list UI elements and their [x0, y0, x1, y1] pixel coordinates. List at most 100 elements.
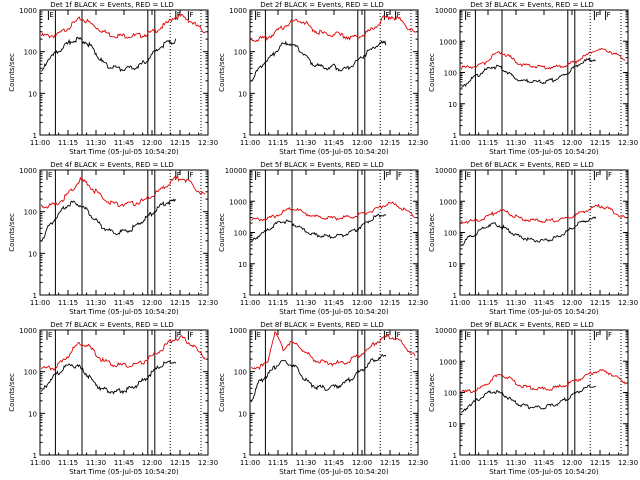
chart-panel-5: Det 5f BLACK = Events, RED = LLD 1 10 100 10… — [218, 161, 428, 316]
x-tick-label: 11:15 — [478, 299, 498, 307]
panel-title: Det 2f BLACK = Events, RED = LLD — [260, 1, 383, 9]
x-tick-label: 12:00 — [142, 459, 162, 467]
series-lld-line — [460, 203, 626, 224]
y-axis-label: Counts/sec — [8, 213, 16, 252]
y-tick-label: 1 — [33, 452, 37, 460]
flag-label: F — [189, 11, 193, 19]
y-tick-label: 1 — [243, 132, 247, 140]
flag-label: E — [257, 11, 261, 19]
y-tick-label: 100 — [444, 230, 457, 238]
x-tick-label: 12:30 — [198, 459, 218, 467]
x-tick-label: 12:00 — [562, 459, 582, 467]
series-lld-line — [40, 13, 206, 39]
plot-frame — [39, 329, 209, 456]
flag-label: F — [397, 11, 401, 19]
x-tick-label: 12:30 — [198, 299, 218, 307]
x-tick-label: 11:45 — [114, 139, 134, 147]
x-tick-label: 12:30 — [618, 139, 638, 147]
x-axis-label: Start Time (05-Jul-05 10:54:20) — [69, 468, 179, 476]
chart-panel-7: Det 7f BLACK = Events, RED = LLD 1 10 100 10… — [8, 321, 218, 476]
y-tick-label: 1000 — [19, 7, 37, 15]
x-tick-label: 11:45 — [324, 459, 344, 467]
series-events-line — [461, 384, 596, 413]
x-axis-label: Start Time (05-Jul-05 10:54:20) — [279, 308, 389, 316]
plot-frame — [249, 169, 419, 296]
flag-label: E — [467, 171, 471, 179]
x-tick-label: 11:15 — [58, 139, 78, 147]
x-tick-label: 12:15 — [170, 459, 190, 467]
x-tick-label: 11:00 — [450, 459, 470, 467]
x-tick-label: 11:30 — [296, 299, 316, 307]
panel-title: Det 8f BLACK = Events, RED = LLD — [260, 321, 383, 329]
flag-label: F — [177, 331, 181, 339]
flag-label: F — [608, 171, 612, 179]
flag-label: F — [189, 331, 193, 339]
x-tick-label: 12:00 — [142, 299, 162, 307]
x-axis-label: Start Time (05-Jul-05 10:54:20) — [489, 308, 599, 316]
series-lld-line — [41, 334, 206, 371]
x-tick-label: 12:00 — [352, 299, 372, 307]
series-lld-line — [40, 175, 206, 209]
x-tick-label: 11:30 — [86, 459, 106, 467]
plot-frame — [459, 329, 629, 456]
x-tick-label: 11:30 — [296, 459, 316, 467]
y-axis-label: Counts/sec — [428, 213, 436, 252]
y-tick-label: 1 — [453, 452, 457, 460]
x-tick-label: 12:30 — [618, 299, 638, 307]
series-events-line — [251, 213, 387, 242]
x-tick-label: 12:00 — [352, 139, 372, 147]
series-lld-line — [250, 13, 416, 42]
y-tick-label: 1 — [453, 132, 457, 140]
y-tick-label: 100 — [234, 369, 247, 377]
x-tick-label: 11:00 — [450, 139, 470, 147]
flag-label: F — [608, 331, 612, 339]
y-axis-label: Counts/sec — [218, 373, 226, 412]
panel-title: Det 7f BLACK = Events, RED = LLD — [50, 321, 173, 329]
series-events-line — [41, 198, 177, 242]
y-tick-label: 1000 — [19, 327, 37, 335]
flag-label: F — [397, 331, 401, 339]
x-tick-label: 11:00 — [450, 299, 470, 307]
y-tick-label: 1000 — [229, 7, 247, 15]
x-tick-label: 12:00 — [562, 299, 582, 307]
x-tick-label: 11:00 — [240, 299, 260, 307]
x-tick-label: 12:30 — [408, 459, 428, 467]
x-tick-label: 11:00 — [30, 139, 50, 147]
x-axis-label: Start Time (05-Jul-05 10:54:20) — [489, 468, 599, 476]
x-tick-label: 11:15 — [58, 299, 78, 307]
chart-panel-8: Det 8f BLACK = Events, RED = LLD 1 10 100 10… — [218, 321, 428, 476]
chart-panel-9: Det 9f BLACK = Events, RED = LLD 1 10 100 10… — [428, 321, 638, 476]
panel-title: Det 1f BLACK = Events, RED = LLD — [50, 1, 173, 9]
series-lld-line — [251, 331, 416, 370]
y-axis-label: Counts/sec — [218, 213, 226, 252]
x-tick-label: 12:30 — [618, 459, 638, 467]
x-tick-label: 11:45 — [534, 139, 554, 147]
y-axis-label: Counts/sec — [218, 53, 226, 92]
x-tick-label: 11:15 — [478, 459, 498, 467]
y-tick-label: 1000 — [229, 327, 247, 335]
y-tick-label: 1000 — [229, 198, 247, 206]
y-tick-label: 10000 — [435, 7, 457, 15]
y-tick-label: 10 — [448, 261, 457, 269]
x-tick-label: 11:45 — [324, 299, 344, 307]
flag-label: F — [607, 11, 611, 19]
panel-title: Det 5f BLACK = Events, RED = LLD — [260, 161, 383, 169]
x-tick-label: 12:15 — [590, 139, 610, 147]
plot-frame — [249, 9, 419, 136]
series-lld-line — [460, 47, 626, 70]
flag-label: E — [48, 171, 52, 179]
x-tick-label: 12:30 — [408, 139, 428, 147]
x-tick-label: 11:00 — [30, 459, 50, 467]
x-tick-label: 12:30 — [408, 299, 428, 307]
y-tick-label: 1 — [453, 292, 457, 300]
y-tick-label: 100 — [24, 209, 37, 217]
x-tick-label: 12:15 — [380, 459, 400, 467]
x-tick-label: 12:00 — [142, 139, 162, 147]
x-tick-label: 11:30 — [506, 299, 526, 307]
y-tick-label: 10 — [448, 421, 457, 429]
flag-label: F — [595, 171, 599, 179]
x-tick-label: 12:00 — [352, 459, 372, 467]
x-tick-label: 11:00 — [240, 139, 260, 147]
y-tick-label: 1 — [33, 292, 37, 300]
